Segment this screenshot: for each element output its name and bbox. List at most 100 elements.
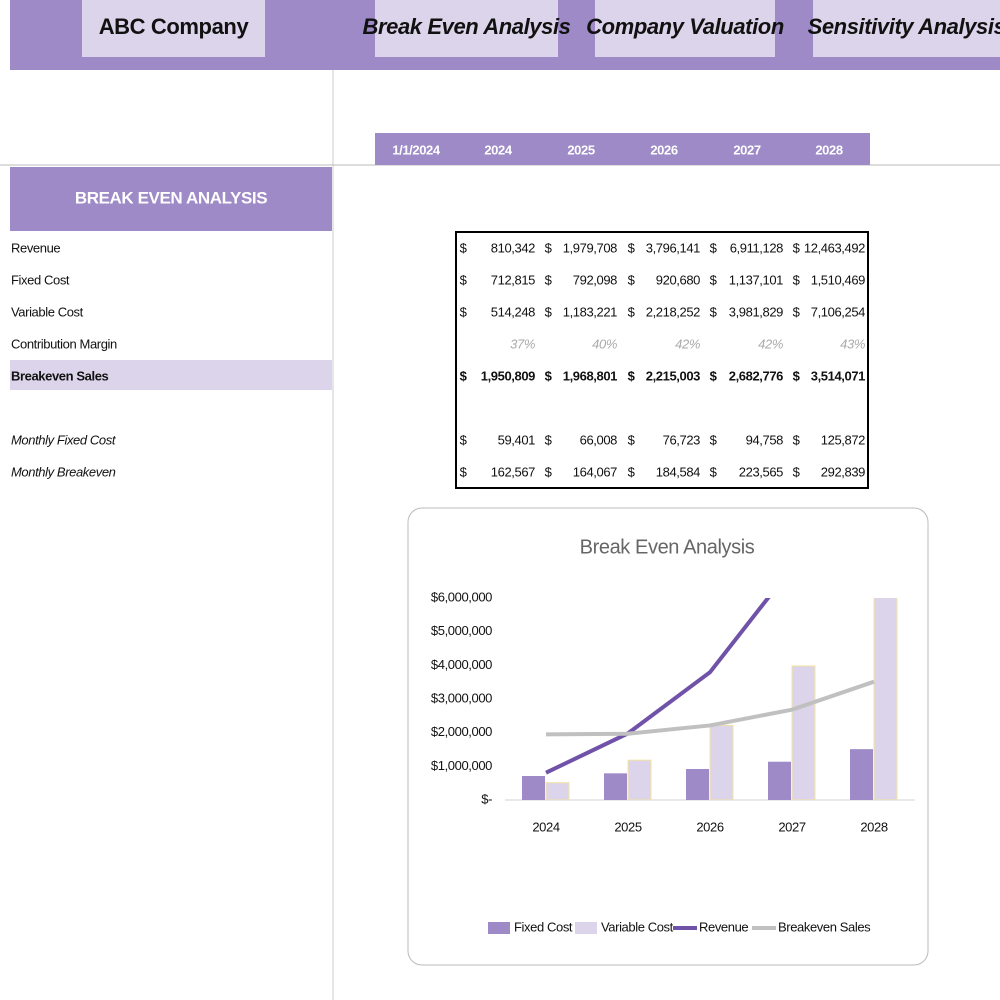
legend-label: Fixed Cost [514, 919, 573, 934]
cell: 43% [840, 336, 865, 351]
cell: 184,584 [656, 464, 700, 479]
bar [768, 761, 791, 800]
currency: $ [460, 272, 468, 287]
legend-swatch [488, 922, 510, 934]
currency: $ [628, 240, 636, 255]
tab[interactable] [375, 0, 558, 57]
column-header: 2028 [815, 142, 842, 157]
currency: $ [545, 240, 553, 255]
cell: 59,401 [498, 432, 536, 447]
cell: 6,911,128 [730, 240, 783, 255]
cell: 164,067 [573, 464, 617, 479]
bar [791, 665, 816, 800]
cell: 2,215,003 [646, 368, 700, 383]
y-tick-label: $6,000,000 [431, 589, 492, 604]
cell: 1,183,221 [563, 304, 617, 319]
bar [873, 598, 898, 800]
table-box [455, 231, 869, 489]
currency: $ [793, 272, 801, 287]
row-label: Monthly Fixed Cost [11, 432, 117, 447]
cell: 223,565 [739, 464, 783, 479]
row-label: Breakeven Sales [11, 368, 109, 383]
bar [686, 769, 709, 800]
cell: 1,979,708 [563, 240, 617, 255]
legend-label: Breakeven Sales [778, 919, 871, 934]
x-tick-label: 2026 [696, 819, 723, 834]
currency: $ [545, 304, 553, 319]
bar [545, 782, 570, 800]
bar [604, 773, 627, 800]
tab-label[interactable]: Sensitivity Analysis [808, 14, 1000, 39]
cell: 920,680 [656, 272, 700, 287]
row-label: Variable Cost [11, 304, 84, 319]
currency: $ [710, 240, 718, 255]
currency: $ [628, 464, 636, 479]
y-tick-label: $4,000,000 [431, 657, 492, 672]
cell: 2,218,252 [646, 304, 700, 319]
row-label: Monthly Breakeven [11, 464, 116, 479]
bar [627, 759, 652, 800]
column-header: 1/1/2024 [392, 142, 441, 157]
currency: $ [460, 304, 468, 319]
chart-title: Break Even Analysis [580, 536, 755, 558]
y-tick-label: $- [481, 791, 492, 806]
row-label: Contribution Margin [11, 336, 117, 351]
cell: 3,981,829 [729, 304, 783, 319]
cell: 514,248 [491, 304, 535, 319]
x-tick-label: 2025 [614, 819, 641, 834]
tab[interactable] [82, 0, 265, 57]
row-label: Revenue [11, 240, 60, 255]
currency: $ [628, 368, 636, 383]
section-header [10, 167, 332, 231]
currency: $ [628, 304, 636, 319]
tab-label[interactable]: Company Valuation [586, 14, 784, 39]
tab-label[interactable]: ABC Company [99, 14, 250, 39]
cell: 12,463,492 [804, 240, 865, 255]
cell: 7,106,254 [811, 304, 865, 319]
tab-label[interactable]: Break Even Analysis [362, 14, 571, 39]
currency: $ [460, 464, 468, 479]
chart: $- $1,000,000 $2,000,000 $3,000,000 $4,000,0… [431, 589, 915, 934]
column-header: 2024 [484, 142, 512, 157]
column-header: 2027 [733, 142, 760, 157]
legend-label: Variable Cost [601, 919, 674, 934]
cell: 1,968,801 [563, 368, 617, 383]
currency: $ [793, 464, 801, 479]
currency: $ [793, 240, 801, 255]
x-tick-label: 2028 [860, 819, 887, 834]
row-highlight [10, 360, 332, 390]
currency: $ [460, 240, 468, 255]
currency: $ [793, 304, 801, 319]
legend-label: Revenue [699, 919, 748, 934]
cell: 3,796,141 [646, 240, 700, 255]
currency: $ [545, 464, 553, 479]
y-tick-label: $1,000,000 [431, 758, 492, 773]
currency: $ [545, 272, 553, 287]
currency: $ [710, 464, 718, 479]
tab[interactable] [813, 0, 1000, 57]
column-header: 2026 [650, 142, 677, 157]
x-tick-label: 2027 [778, 819, 805, 834]
cell: 76,723 [663, 432, 701, 447]
plot [522, 598, 898, 800]
line-series [545, 598, 771, 775]
cell: 3,514,071 [811, 368, 865, 383]
chart-box [407, 507, 929, 966]
cell: 792,098 [573, 272, 617, 287]
currency: $ [710, 304, 718, 319]
cell: 40% [592, 336, 617, 351]
line-series [545, 679, 875, 737]
cell: 712,815 [491, 272, 535, 287]
cell: 37% [510, 336, 535, 351]
currency: $ [545, 368, 553, 383]
currency: $ [628, 272, 636, 287]
currency: $ [545, 432, 553, 447]
currency: $ [460, 368, 468, 383]
row-label: Fixed Cost [11, 272, 70, 287]
cell: 2,682,776 [729, 368, 783, 383]
header-row [375, 133, 870, 165]
cell: 162,567 [491, 464, 535, 479]
bar [850, 749, 873, 800]
tab[interactable] [595, 0, 775, 57]
